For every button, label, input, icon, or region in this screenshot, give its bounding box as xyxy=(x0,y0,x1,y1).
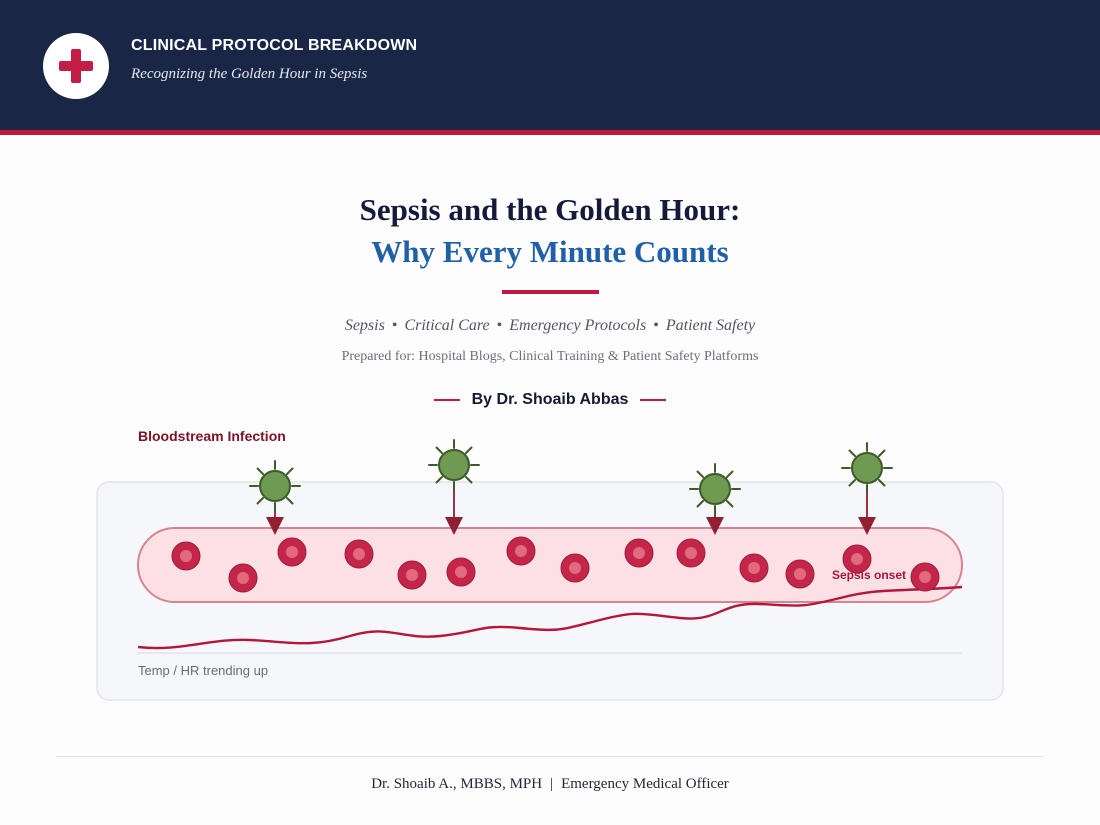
prepared-for: Prepared for: Hospital Blogs, Clinical T… xyxy=(341,349,759,364)
trend-line xyxy=(137,585,963,650)
infection-label: Bloodstream Infection xyxy=(138,428,286,444)
bacteria-icon xyxy=(841,442,893,535)
header-banner: CLINICAL PROTOCOL BREAKDOWN Recognizing … xyxy=(0,0,1100,130)
title-divider xyxy=(502,290,599,294)
topic-tags: Sepsis • Critical Care • Emergency Protocols… xyxy=(344,317,756,334)
footer: Dr. Shoaib A., MBBS, MPH | Emergency Medic… xyxy=(0,776,1100,793)
byline-dash-right xyxy=(640,398,667,401)
bacteria-icon xyxy=(428,439,480,535)
page-subtitle: Why Every Minute Counts xyxy=(371,234,729,269)
tag: Sepsis xyxy=(344,317,385,334)
footer-separator: | xyxy=(550,776,554,792)
medical-cross-icon xyxy=(43,33,109,99)
footer-author: Dr. Shoaib A., MBBS, MPH xyxy=(371,776,543,792)
byline-dash-left xyxy=(433,398,460,401)
bacteria-icon xyxy=(249,460,301,535)
header-title: CLINICAL PROTOCOL BREAKDOWN xyxy=(131,37,418,54)
tag: Critical Care xyxy=(404,317,490,334)
bacteria-icon xyxy=(689,463,741,535)
blood-vessel xyxy=(137,527,963,603)
byline: By Dr. Shoaib Abbas xyxy=(0,391,1100,409)
author-name: By Dr. Shoaib Abbas xyxy=(471,391,629,408)
page-title: Sepsis and the Golden Hour: xyxy=(359,192,741,227)
tag: Emergency Protocols xyxy=(509,317,647,334)
header-divider xyxy=(0,130,1100,135)
footer-divider xyxy=(56,756,1044,757)
trend-label: Temp / HR trending up xyxy=(138,663,268,678)
red-blood-cell-icon xyxy=(910,562,940,592)
footer-role: Emergency Medical Officer xyxy=(561,776,729,792)
sepsis-onset-label: Sepsis onset xyxy=(832,568,906,582)
header-subtitle: Recognizing the Golden Hour in Sepsis xyxy=(131,66,368,82)
tag: Patient Safety xyxy=(665,317,756,334)
